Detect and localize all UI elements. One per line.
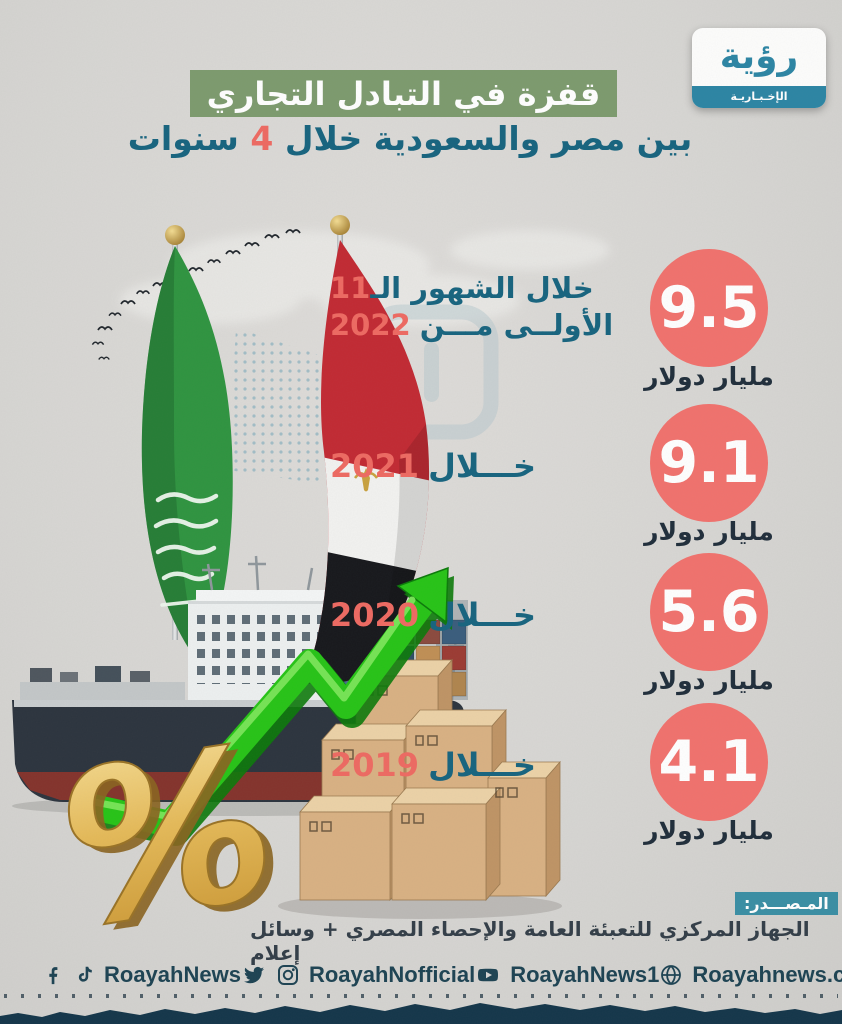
globe-icon: [661, 965, 682, 985]
stat-period-2021: خـــلال2021: [330, 447, 536, 485]
tiktok-icon: [78, 966, 92, 982]
brand-logo: رؤية الإخـبـاريـة: [692, 28, 826, 108]
title-banner: قفزة في التبادل التجاري: [190, 70, 617, 117]
instagram-icon: [277, 965, 298, 985]
brand-name: رؤية: [719, 36, 799, 77]
stat-unit-2022: مليار دولار: [644, 362, 774, 391]
subtitle-number: 4: [250, 119, 274, 158]
stat-circle-2021: 9.1: [650, 404, 768, 522]
stat-period-2020: خـــلال2020: [330, 596, 536, 634]
page-title: قفزة في التبادل التجاري: [206, 74, 601, 113]
youtube-icon: [478, 968, 499, 982]
stat-circle-2020: 5.6: [650, 553, 768, 671]
social-facebook-tiktok[interactable]: RoayahNews: [42, 962, 241, 988]
stat-unit-2021: مليار دولار: [644, 517, 774, 546]
facebook-icon: [49, 967, 58, 985]
brand-tagline: الإخـبـاريـة: [692, 86, 826, 108]
page-subtitle: بين مصر والسعودية خلال 4 سنوات: [127, 119, 693, 158]
social-youtube[interactable]: RoayahNews1: [475, 962, 659, 988]
halftone-dots: [228, 328, 322, 484]
torn-edge: [0, 1003, 842, 1024]
social-bar: RoayahNews RoayahNofficial RoayahNews1 R…: [42, 956, 842, 994]
stat-circle-2022: 9.5: [650, 249, 768, 367]
stat-circle-2019: 4.1: [650, 703, 768, 821]
social-handle: RoayahNews1: [510, 962, 660, 987]
stat-period-2019: خـــلال2019: [330, 746, 536, 784]
stat-period-2022: خلال الشهور الـ11 الأولــى مـــن2022: [330, 271, 614, 342]
stat-unit-2020: مليار دولار: [644, 666, 774, 695]
social-twitter-instagram[interactable]: RoayahNofficial: [241, 962, 475, 988]
social-handle: RoayahNews: [104, 962, 241, 987]
social-website[interactable]: Roayahnews.com: [659, 962, 842, 988]
source-label: المـصـــدر:: [735, 892, 838, 915]
social-handle: RoayahNofficial: [308, 962, 476, 987]
social-handle: Roayahnews.com: [692, 962, 842, 987]
twitter-icon: [243, 966, 264, 984]
stat-unit-2019: مليار دولار: [644, 816, 774, 845]
